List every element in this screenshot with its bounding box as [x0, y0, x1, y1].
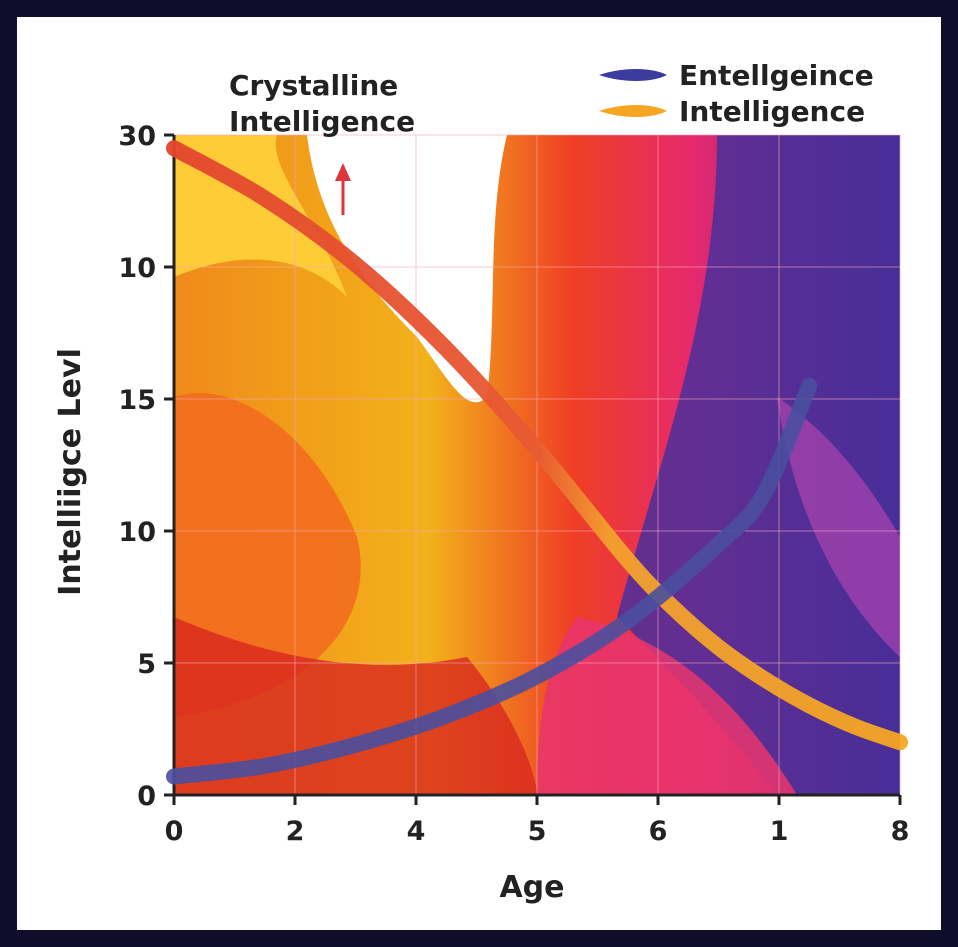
- annotation-line2: Intelligence: [229, 105, 415, 138]
- legend-item-entellgeince: Entellgeince: [599, 59, 874, 92]
- x-tick-label: 6: [649, 816, 668, 847]
- legend: Entellgeince Intelligence: [599, 59, 874, 128]
- series-line-entellgeince: [166, 377, 818, 785]
- y-tick-label: 0: [137, 781, 156, 812]
- axis-ticks: 0 2 4 5 6 1 8 0 5 10 15 10 30: [118, 121, 909, 847]
- series-lines: [166, 140, 908, 785]
- annotation-line1: Crystalline: [229, 69, 398, 102]
- chart-panel: 0 2 4 5 6 1 8 0 5 10 15 10 30 Crystalline Intelligen…: [17, 17, 941, 930]
- x-tick-label: 5: [528, 816, 547, 847]
- y-axis-title: Intelliigce Levl: [53, 348, 88, 596]
- legend-label-entellgeince: Entellgeince: [679, 59, 874, 92]
- legend-label-intelligence: Intelligence: [679, 95, 865, 128]
- series-line-intelligence: [166, 140, 908, 751]
- y-tick-label: 5: [137, 649, 156, 680]
- y-tick-label: 30: [118, 121, 156, 152]
- y-tick-label: 10: [118, 253, 156, 284]
- legend-swatch-orange-icon: [599, 105, 667, 117]
- legend-item-intelligence: Intelligence: [599, 95, 865, 128]
- x-tick-label: 8: [891, 816, 910, 847]
- x-tick-label: 2: [286, 816, 305, 847]
- x-tick-label: 4: [407, 816, 426, 847]
- x-tick-label: 1: [770, 816, 789, 847]
- legend-swatch-blue-icon: [599, 69, 667, 81]
- x-axis-title: Age: [499, 870, 564, 905]
- y-tick-label: 10: [118, 517, 156, 548]
- y-tick-label: 15: [118, 385, 156, 416]
- x-tick-label: 0: [165, 816, 184, 847]
- annotation-arrow-icon: [335, 163, 351, 215]
- chart-svg: 0 2 4 5 6 1 8 0 5 10 15 10 30 Crystalline Intelligen…: [53, 59, 909, 905]
